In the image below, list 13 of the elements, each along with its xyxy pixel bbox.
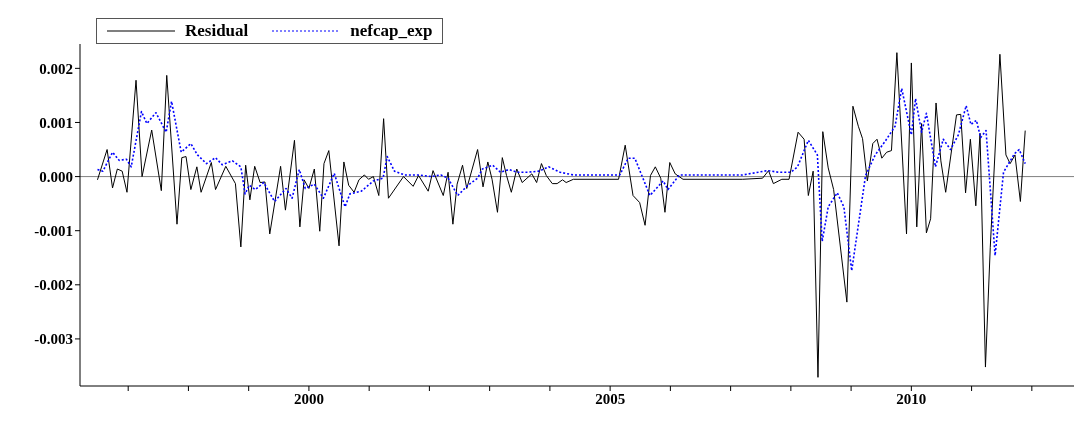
y-tick-label: 0.000: [39, 168, 73, 185]
x-tick-label: 2010: [896, 390, 927, 407]
y-tick-label: 0.002: [39, 60, 73, 77]
x-tick-label: 2000: [293, 390, 324, 407]
y-tick-label: -0.001: [34, 223, 73, 240]
line-series: [96, 87, 1026, 272]
y-tick-label: -0.002: [34, 277, 73, 294]
legend-label: Residual: [185, 21, 249, 41]
x-tick-label: 2005: [595, 390, 626, 407]
y-tick-label: 0.001: [39, 114, 73, 131]
line-series: [96, 52, 1026, 378]
legend-label: nefcap_exp: [350, 21, 433, 41]
y-tick-label: -0.003: [34, 331, 73, 348]
